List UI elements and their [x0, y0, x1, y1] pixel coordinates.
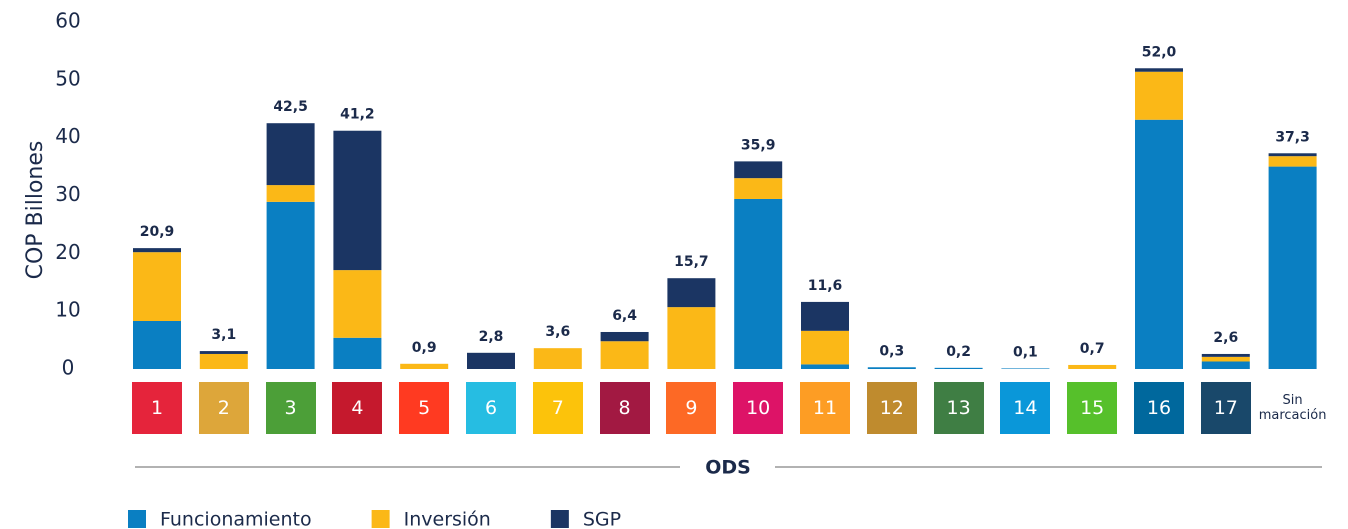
- x-tick-label: 5: [399, 382, 450, 434]
- bar-segment: [333, 337, 382, 369]
- x-tick-label: 17: [1200, 382, 1251, 434]
- bar-segment: [1268, 153, 1317, 157]
- x-tick-label: 7: [532, 382, 583, 434]
- bar-segment: [600, 331, 649, 342]
- bar-segment: [133, 252, 181, 321]
- bar-segment: [133, 320, 181, 369]
- legend-swatch: [371, 510, 390, 528]
- y-tick-label: 0: [62, 356, 75, 380]
- total-label: 41,2: [340, 107, 375, 123]
- total-label: 3,6: [545, 324, 570, 340]
- bar-segment: [801, 364, 849, 369]
- bar-segment: [400, 363, 449, 369]
- total-label: 35,9: [741, 137, 776, 153]
- bar-segment: [734, 198, 783, 369]
- x-tick-label: 12: [866, 382, 917, 434]
- legend-swatch: [550, 510, 569, 528]
- total-label: 2,8: [479, 329, 504, 345]
- x-tick-label: 10: [733, 382, 784, 434]
- bar-segment: [934, 367, 983, 369]
- total-label: 0,7: [1080, 341, 1105, 357]
- legend-label: Inversión: [404, 509, 491, 529]
- x-tick-label: 15: [1067, 382, 1118, 434]
- bar-segment: [867, 367, 916, 369]
- bar-segment: [1068, 364, 1117, 369]
- bar-segment: [533, 348, 582, 369]
- bar-segment: [600, 341, 649, 369]
- x-tick-label: 14: [1000, 382, 1051, 434]
- y-tick-label: 40: [55, 124, 80, 148]
- bar-segment: [667, 307, 716, 369]
- bar-segment: [266, 185, 315, 202]
- x-tick-label: 16: [1134, 382, 1184, 434]
- total-label: 20,9: [140, 224, 175, 240]
- total-label: 3,1: [211, 327, 236, 343]
- legend-swatch: [128, 510, 146, 528]
- total-label: 0,1: [1013, 344, 1038, 360]
- x-tick-label: 11: [800, 382, 850, 434]
- y-tick-label: 60: [55, 9, 80, 33]
- bar-segment: [467, 352, 515, 369]
- bar-segment: [1135, 71, 1183, 120]
- x-tick-label: 4: [332, 382, 383, 434]
- y-tick-label: 30: [55, 182, 80, 206]
- bar-segment: [1268, 156, 1317, 167]
- x-tick-label: 9: [666, 382, 717, 434]
- x-axis-label: ODS: [705, 457, 751, 479]
- bar-segment: [133, 248, 181, 253]
- bar-segment: [801, 330, 849, 365]
- bar-segment: [667, 278, 716, 308]
- y-axis-label: COP Billones: [23, 141, 48, 280]
- total-label: 2,6: [1213, 330, 1238, 346]
- total-label: 37,3: [1275, 129, 1310, 145]
- x-tick-label: 1: [132, 382, 182, 434]
- bar-segment: [199, 351, 248, 354]
- y-tick-label: 10: [55, 298, 80, 322]
- bar-segment: [333, 130, 382, 271]
- total-label: 0,3: [879, 343, 904, 359]
- bar-segment: [266, 201, 315, 369]
- bar-segment: [199, 353, 248, 369]
- total-label: 11,6: [808, 278, 843, 294]
- bar-segment: [1201, 353, 1250, 357]
- bar-segment: [1001, 368, 1050, 369]
- bar-segment: [1201, 356, 1250, 362]
- bar-segment: [734, 178, 783, 199]
- x-tick-label: 3: [265, 382, 316, 434]
- total-label: 15,7: [674, 254, 709, 270]
- x-tick-label: 8: [599, 382, 650, 434]
- bar-segment: [1135, 119, 1183, 369]
- x-tick-label: Sin marcación: [1258, 393, 1327, 423]
- legend-label: Funcionamiento: [160, 509, 312, 529]
- y-tick-label: 20: [55, 240, 80, 264]
- bar-segment: [1135, 68, 1183, 72]
- x-tick-label: 6: [466, 382, 516, 434]
- x-tick-label: 2: [198, 382, 249, 434]
- total-label: 52,0: [1142, 44, 1177, 60]
- total-label: 0,9: [412, 340, 437, 356]
- x-tick-label: 13: [933, 382, 984, 434]
- bar-segment: [333, 270, 382, 338]
- bar-segment: [1201, 361, 1250, 369]
- bar-segment: [734, 161, 783, 179]
- total-label: 6,4: [612, 308, 637, 324]
- total-label: 42,5: [273, 99, 308, 115]
- y-tick-label: 50: [55, 66, 80, 90]
- bar-segment: [266, 123, 315, 186]
- bar-segment: [1268, 166, 1317, 369]
- legend-label: SGP: [583, 509, 621, 529]
- bar-segment: [801, 301, 849, 331]
- total-label: 0,2: [946, 344, 971, 360]
